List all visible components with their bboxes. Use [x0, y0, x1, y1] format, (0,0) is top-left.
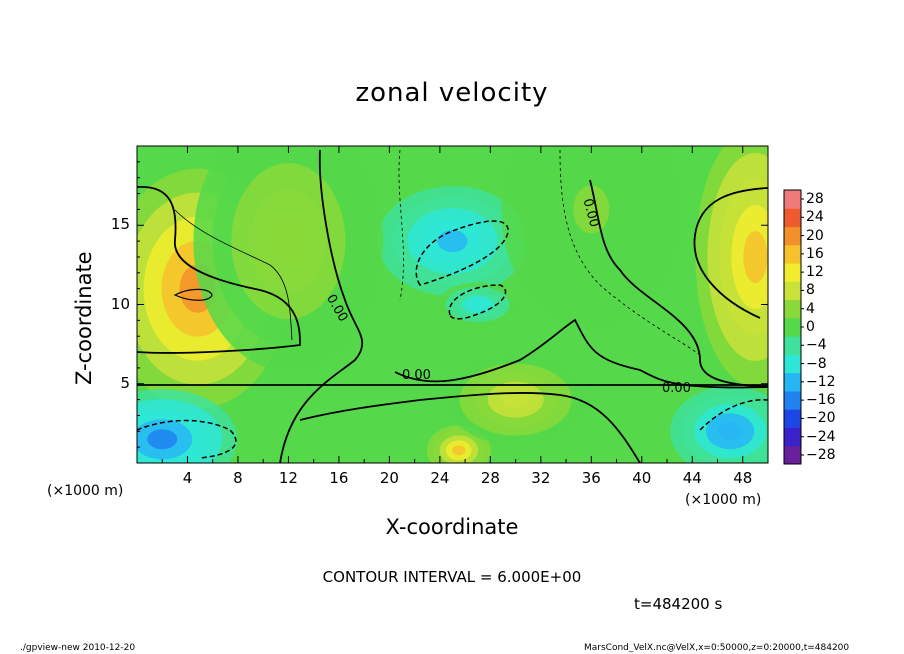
colorbar-tick-label: −8 [806, 355, 827, 372]
x-tick-label: 44 [682, 469, 702, 487]
colorbar-tick-label: −12 [806, 373, 836, 390]
colorbar-tick-label: 20 [806, 227, 824, 244]
field-blob [469, 300, 486, 309]
x-ticks [161, 146, 744, 463]
colorbar-segment [784, 208, 801, 228]
contour-line [173, 288, 213, 301]
colorbar-segment [784, 226, 801, 246]
colorbar-tick-label: 8 [806, 282, 815, 299]
contour-line [699, 399, 768, 431]
field-blob [147, 429, 178, 450]
field-blob [573, 185, 610, 234]
x-tick-label: 36 [581, 469, 601, 487]
x-tick-label: 12 [278, 469, 298, 487]
contour-line [137, 419, 237, 459]
contour-line [137, 186, 301, 354]
x-tick-label: 8 [233, 469, 243, 487]
colorbar-tick-label: 16 [806, 245, 824, 262]
contour-line [448, 284, 507, 320]
colorbar-segment [784, 190, 801, 209]
x-tick-label: 28 [480, 469, 500, 487]
colorbar-tick-label: 4 [806, 300, 815, 317]
contour-line [398, 149, 404, 301]
x-unit-right: (×1000 m) [685, 492, 762, 508]
contour-label: 0.00 [402, 368, 431, 383]
field-blob [501, 390, 530, 409]
x-tick-label: 24 [430, 469, 450, 487]
colorbar-tick-label: 24 [806, 209, 824, 226]
footer-right: MarsCond_VelX.nc@VelX,x=0:50000,z=0:2000… [584, 643, 850, 653]
field-blob [269, 215, 308, 268]
contour-line [589, 179, 768, 388]
colorbar-tick-label: −24 [806, 428, 836, 445]
contour-line [394, 318, 768, 389]
colorbar-segment [784, 281, 801, 301]
colorbar-segment [784, 263, 801, 282]
colorbar-segment [784, 409, 801, 428]
colorbar-segment [784, 445, 801, 465]
contour-line [174, 209, 293, 341]
x-tick-label: 40 [632, 469, 652, 487]
colorbar-segment [784, 244, 801, 264]
colorbar-tick-label: −4 [806, 337, 827, 354]
colorbar-segment [784, 336, 801, 355]
x-unit-left: (×1000 m) [47, 483, 124, 499]
colorbar-segment [784, 427, 801, 447]
contour-line [559, 149, 701, 356]
colorbar-tick-label: −20 [806, 410, 836, 427]
x-tick-label: 20 [379, 469, 399, 487]
colorbar-tick-label: 0 [806, 319, 815, 335]
colorbar-tick-label: −28 [806, 447, 836, 463]
time-label: t=484200 s [634, 595, 723, 613]
colorbar-segment [784, 354, 801, 374]
colorbar-segment [784, 317, 801, 337]
x-tick-label: 16 [329, 469, 349, 487]
contour-interval: CONTOUR INTERVAL = 6.000E+00 [322, 568, 582, 586]
x-tick-label: 4 [182, 469, 193, 487]
field-blob [743, 230, 768, 283]
x-tick-label: 48 [733, 469, 753, 487]
field-blob [437, 230, 468, 253]
footer-left: ./gpview-new 2010-12-20 [20, 643, 136, 653]
contour-label: 0.00 [662, 381, 691, 396]
contour-lines [137, 149, 768, 463]
field-blobs [137, 146, 768, 463]
contour-line [693, 187, 768, 319]
colorbar-segment [784, 372, 801, 392]
colorbar-tick-label: 12 [806, 264, 824, 281]
colorbar-segment [784, 299, 801, 319]
x-axis-label: X-coordinate [385, 515, 519, 539]
field-blob [718, 422, 743, 441]
y-tick-label: 15 [110, 215, 130, 234]
y-tick-label: 5 [120, 373, 130, 392]
colorbar-segment [784, 390, 801, 410]
colorbar [783, 189, 804, 465]
contour-line [279, 149, 364, 463]
contour-line [299, 392, 641, 463]
field-blob [452, 445, 466, 456]
y-tick-label: 10 [110, 294, 130, 313]
chart-title: zonal velocity [355, 78, 549, 108]
colorbar-tick-label: 28 [806, 191, 824, 207]
y-ticks [137, 161, 768, 448]
x-tick-label: 32 [531, 469, 551, 487]
colorbar-tick-label: −16 [806, 392, 836, 409]
y-axis-label: Z-coordinate [72, 251, 96, 385]
